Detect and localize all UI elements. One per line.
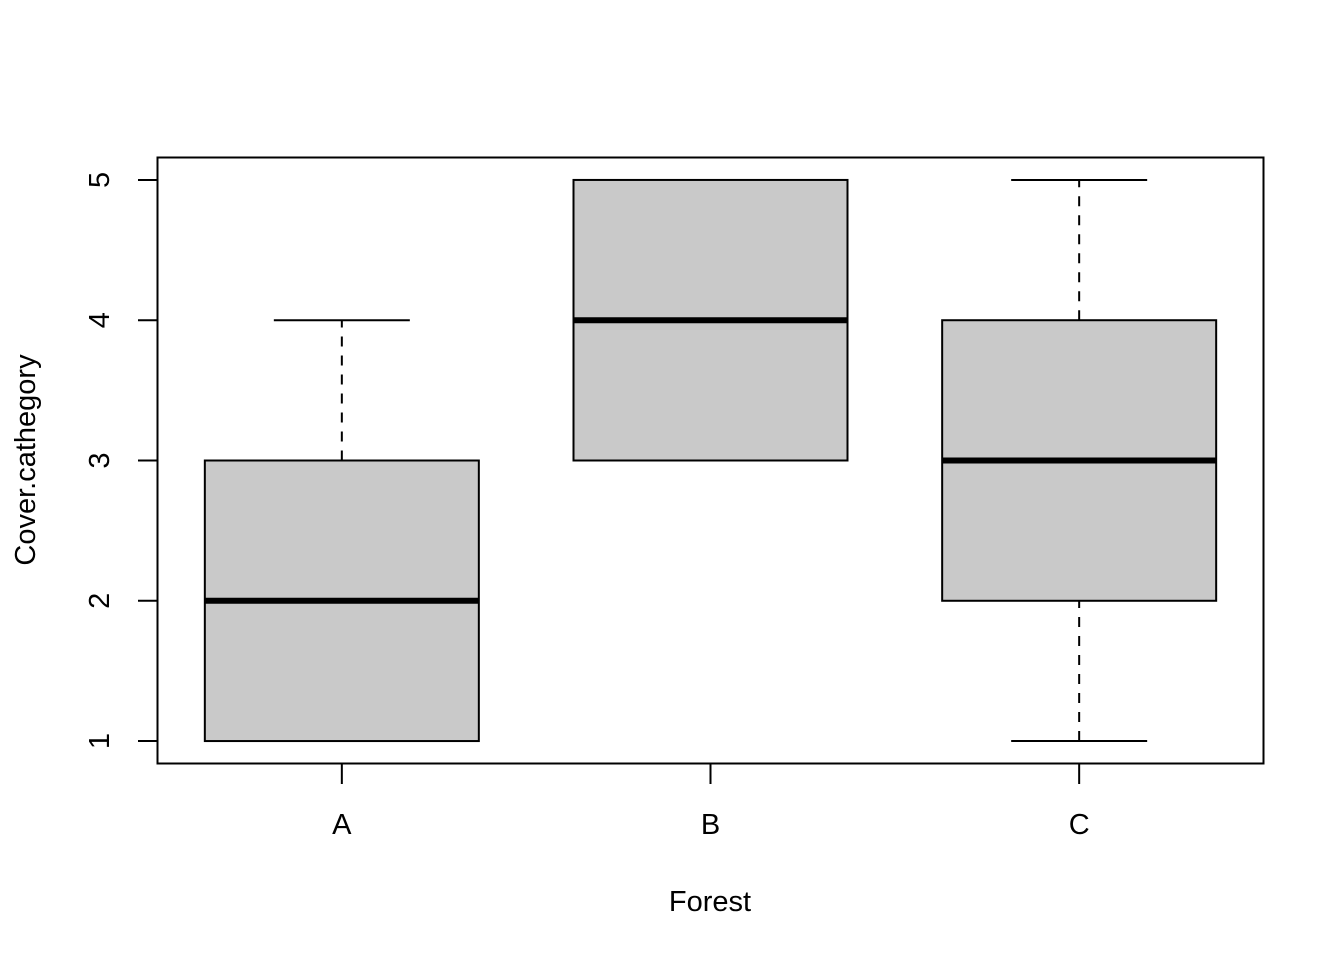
x-tick-label-a: A	[332, 809, 352, 841]
box-group-c	[941, 178, 1218, 743]
box-group-a	[203, 319, 480, 743]
y-tick-label: 3	[84, 452, 116, 468]
y-tick-label: 5	[84, 172, 116, 188]
y-axis-label: Cover.cathegory	[10, 354, 42, 566]
boxes-layer	[203, 178, 1218, 743]
x-axis-label: Forest	[669, 886, 751, 918]
y-tick-label: 2	[84, 593, 116, 609]
y-axis: 1 2 3 4 5	[84, 172, 158, 749]
y-tick-label: 4	[84, 312, 116, 328]
x-tick-label-b: B	[701, 809, 720, 841]
box-group-b	[572, 178, 849, 462]
x-tick-label-c: C	[1069, 809, 1090, 841]
y-tick-label: 1	[84, 733, 116, 749]
x-axis: A B C	[332, 763, 1090, 841]
